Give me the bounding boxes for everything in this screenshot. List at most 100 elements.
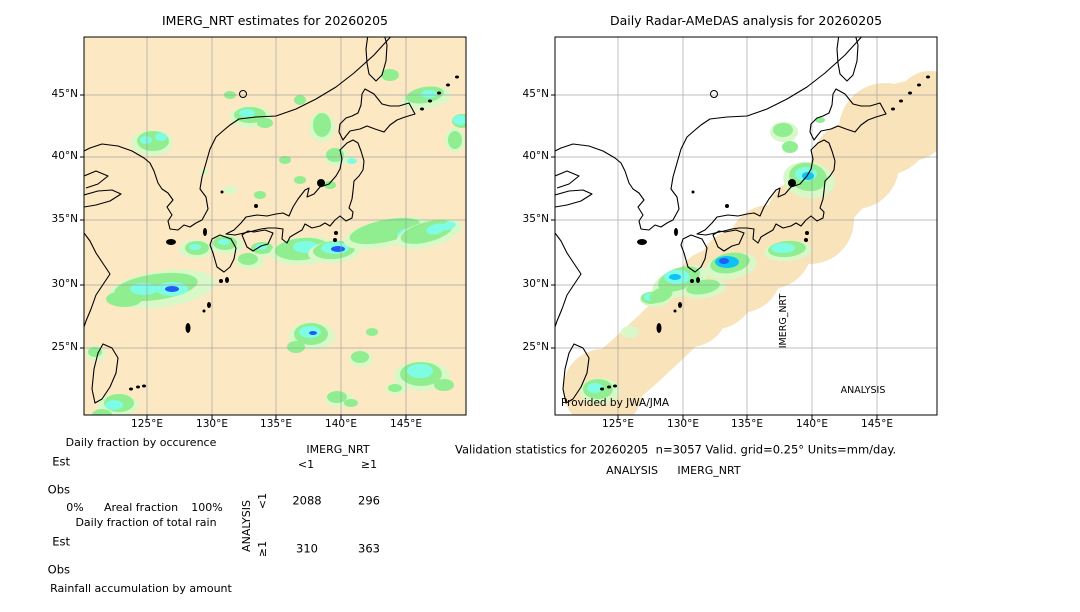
radar-amedas-map-panel <box>554 36 938 416</box>
imerg-map-gridlines <box>84 37 466 415</box>
small-island <box>203 228 207 236</box>
small-island <box>219 279 223 283</box>
small-island <box>674 228 678 236</box>
figure-overlays <box>80 94 878 419</box>
rain-cell <box>388 384 402 392</box>
rain-cell <box>189 244 201 250</box>
small-island <box>420 107 424 111</box>
coastline <box>225 139 365 244</box>
small-island <box>891 107 895 111</box>
radar-coverage-bulge <box>896 71 937 139</box>
rain-cell <box>238 253 258 265</box>
small-island <box>805 231 809 235</box>
rain-cell <box>453 115 466 125</box>
ring-island <box>239 90 247 98</box>
small-island <box>333 238 337 242</box>
small-island <box>908 91 912 95</box>
radar-map-small-islands <box>600 75 930 391</box>
rain-cell <box>218 239 230 245</box>
coastline <box>562 343 590 404</box>
rain-cell <box>313 113 331 137</box>
small-island <box>428 99 432 103</box>
small-island <box>600 387 604 391</box>
rain-cell <box>155 133 167 141</box>
small-island <box>136 385 140 389</box>
small-island <box>637 239 647 245</box>
small-island <box>656 323 662 333</box>
coastline <box>555 170 580 189</box>
coastline <box>209 234 237 273</box>
rain-cell <box>294 95 306 105</box>
small-island <box>690 279 694 283</box>
coastline <box>84 232 111 328</box>
small-island <box>455 75 459 79</box>
coastline <box>696 139 836 244</box>
small-island <box>220 190 224 194</box>
rain-cell <box>287 341 305 353</box>
rain-cell <box>257 118 273 128</box>
rain-cell <box>294 176 306 184</box>
rain-cell <box>106 291 142 307</box>
small-island <box>334 231 338 235</box>
rain-cell <box>771 243 795 253</box>
small-island <box>142 384 146 388</box>
small-island <box>317 179 325 187</box>
small-island <box>437 91 441 95</box>
coastline <box>84 170 109 189</box>
rain-cell <box>351 351 369 363</box>
small-island <box>607 385 611 389</box>
small-island <box>129 387 133 391</box>
rain-cell <box>105 400 123 410</box>
coastline <box>84 189 122 208</box>
rain-cell <box>309 331 317 335</box>
coastline <box>91 343 119 404</box>
rain-cell <box>366 328 378 336</box>
small-island <box>207 302 211 308</box>
imerg-map-frame <box>83 36 467 416</box>
small-island <box>696 277 700 283</box>
imerg-map-small-islands <box>129 75 459 391</box>
coastline <box>555 189 593 208</box>
small-island <box>678 302 682 308</box>
rain-cell <box>669 274 681 280</box>
rain-cell <box>773 123 793 137</box>
rain-cell <box>815 117 825 123</box>
rain-cell <box>407 364 433 378</box>
small-island <box>185 323 191 333</box>
rain-cell <box>130 283 158 295</box>
rain-cell <box>239 109 255 117</box>
small-island <box>725 204 729 208</box>
radar-map-coastlines <box>555 37 887 404</box>
rain-cell <box>324 181 336 189</box>
rain-cell <box>279 156 291 164</box>
small-island <box>899 99 903 103</box>
rain-cell <box>326 148 344 162</box>
coastline <box>555 232 582 328</box>
rain-cell <box>140 136 152 144</box>
rain-cell <box>88 347 102 357</box>
small-island <box>691 190 695 194</box>
rain-cell <box>327 391 347 403</box>
rain-cell <box>344 399 358 407</box>
rain-cell <box>223 186 237 194</box>
radar-map-frame <box>554 36 938 416</box>
small-island <box>254 204 258 208</box>
coastline <box>680 234 708 273</box>
small-island <box>917 83 921 87</box>
rain-cell <box>349 217 421 245</box>
small-island <box>446 83 450 87</box>
small-island <box>804 238 808 242</box>
rain-cell <box>421 90 437 98</box>
coastline <box>809 88 887 141</box>
radar-map-gridlines <box>555 37 937 415</box>
small-island <box>613 384 617 388</box>
rain-cell <box>254 191 266 199</box>
small-island <box>673 309 677 313</box>
rain-cell <box>782 141 798 153</box>
small-island <box>788 179 796 187</box>
rain-cell <box>719 258 729 264</box>
rain-cell <box>448 131 462 149</box>
coastline <box>84 37 392 231</box>
